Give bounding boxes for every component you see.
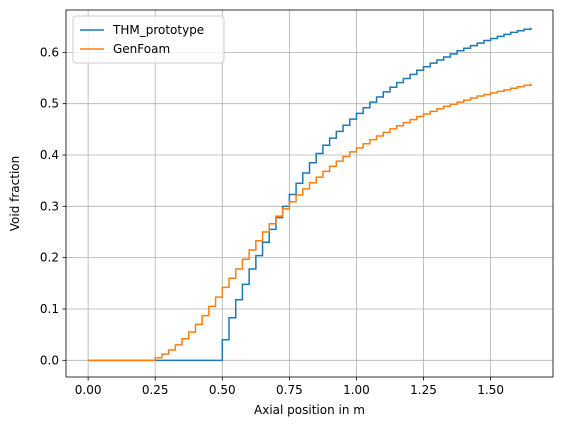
x-tick-label: 0.75 bbox=[276, 383, 303, 397]
legend-label-thm-prototype: THM_prototype bbox=[112, 23, 204, 37]
x-axis-ticks: 0.00 0.25 0.50 0.75 1.00 1.25 1.50 bbox=[75, 377, 504, 397]
y-tick-label: 0.1 bbox=[40, 302, 59, 316]
x-tick-label: 0.00 bbox=[75, 383, 102, 397]
legend-box bbox=[72, 15, 225, 64]
y-axis-ticks: 0.0 0.1 0.2 0.3 0.4 0.5 0.6 bbox=[40, 45, 66, 367]
y-tick-label: 0.2 bbox=[40, 251, 59, 265]
legend-label-genfoam: GenFoam bbox=[113, 42, 170, 56]
legend: THM_prototype GenFoam bbox=[72, 15, 225, 64]
y-tick-label: 0.0 bbox=[40, 353, 59, 367]
x-tick-label: 1.00 bbox=[343, 383, 370, 397]
y-axis-label: Void fraction bbox=[8, 156, 22, 231]
series-line-thm-prototype bbox=[88, 27, 532, 362]
x-tick-label: 1.50 bbox=[477, 383, 504, 397]
y-tick-label: 0.4 bbox=[40, 148, 59, 162]
y-tick-label: 0.5 bbox=[40, 97, 59, 111]
y-tick-label: 0.3 bbox=[40, 199, 59, 213]
x-tick-label: 1.25 bbox=[410, 383, 437, 397]
y-tick-label: 0.6 bbox=[40, 45, 59, 59]
x-axis-label: Axial position in m bbox=[254, 403, 365, 417]
series-layer bbox=[88, 27, 532, 362]
series-line-genfoam bbox=[88, 83, 532, 362]
plot-frame bbox=[65, 9, 554, 378]
grid bbox=[66, 10, 553, 377]
x-tick-label: 0.25 bbox=[142, 383, 169, 397]
x-tick-label: 0.50 bbox=[209, 383, 236, 397]
